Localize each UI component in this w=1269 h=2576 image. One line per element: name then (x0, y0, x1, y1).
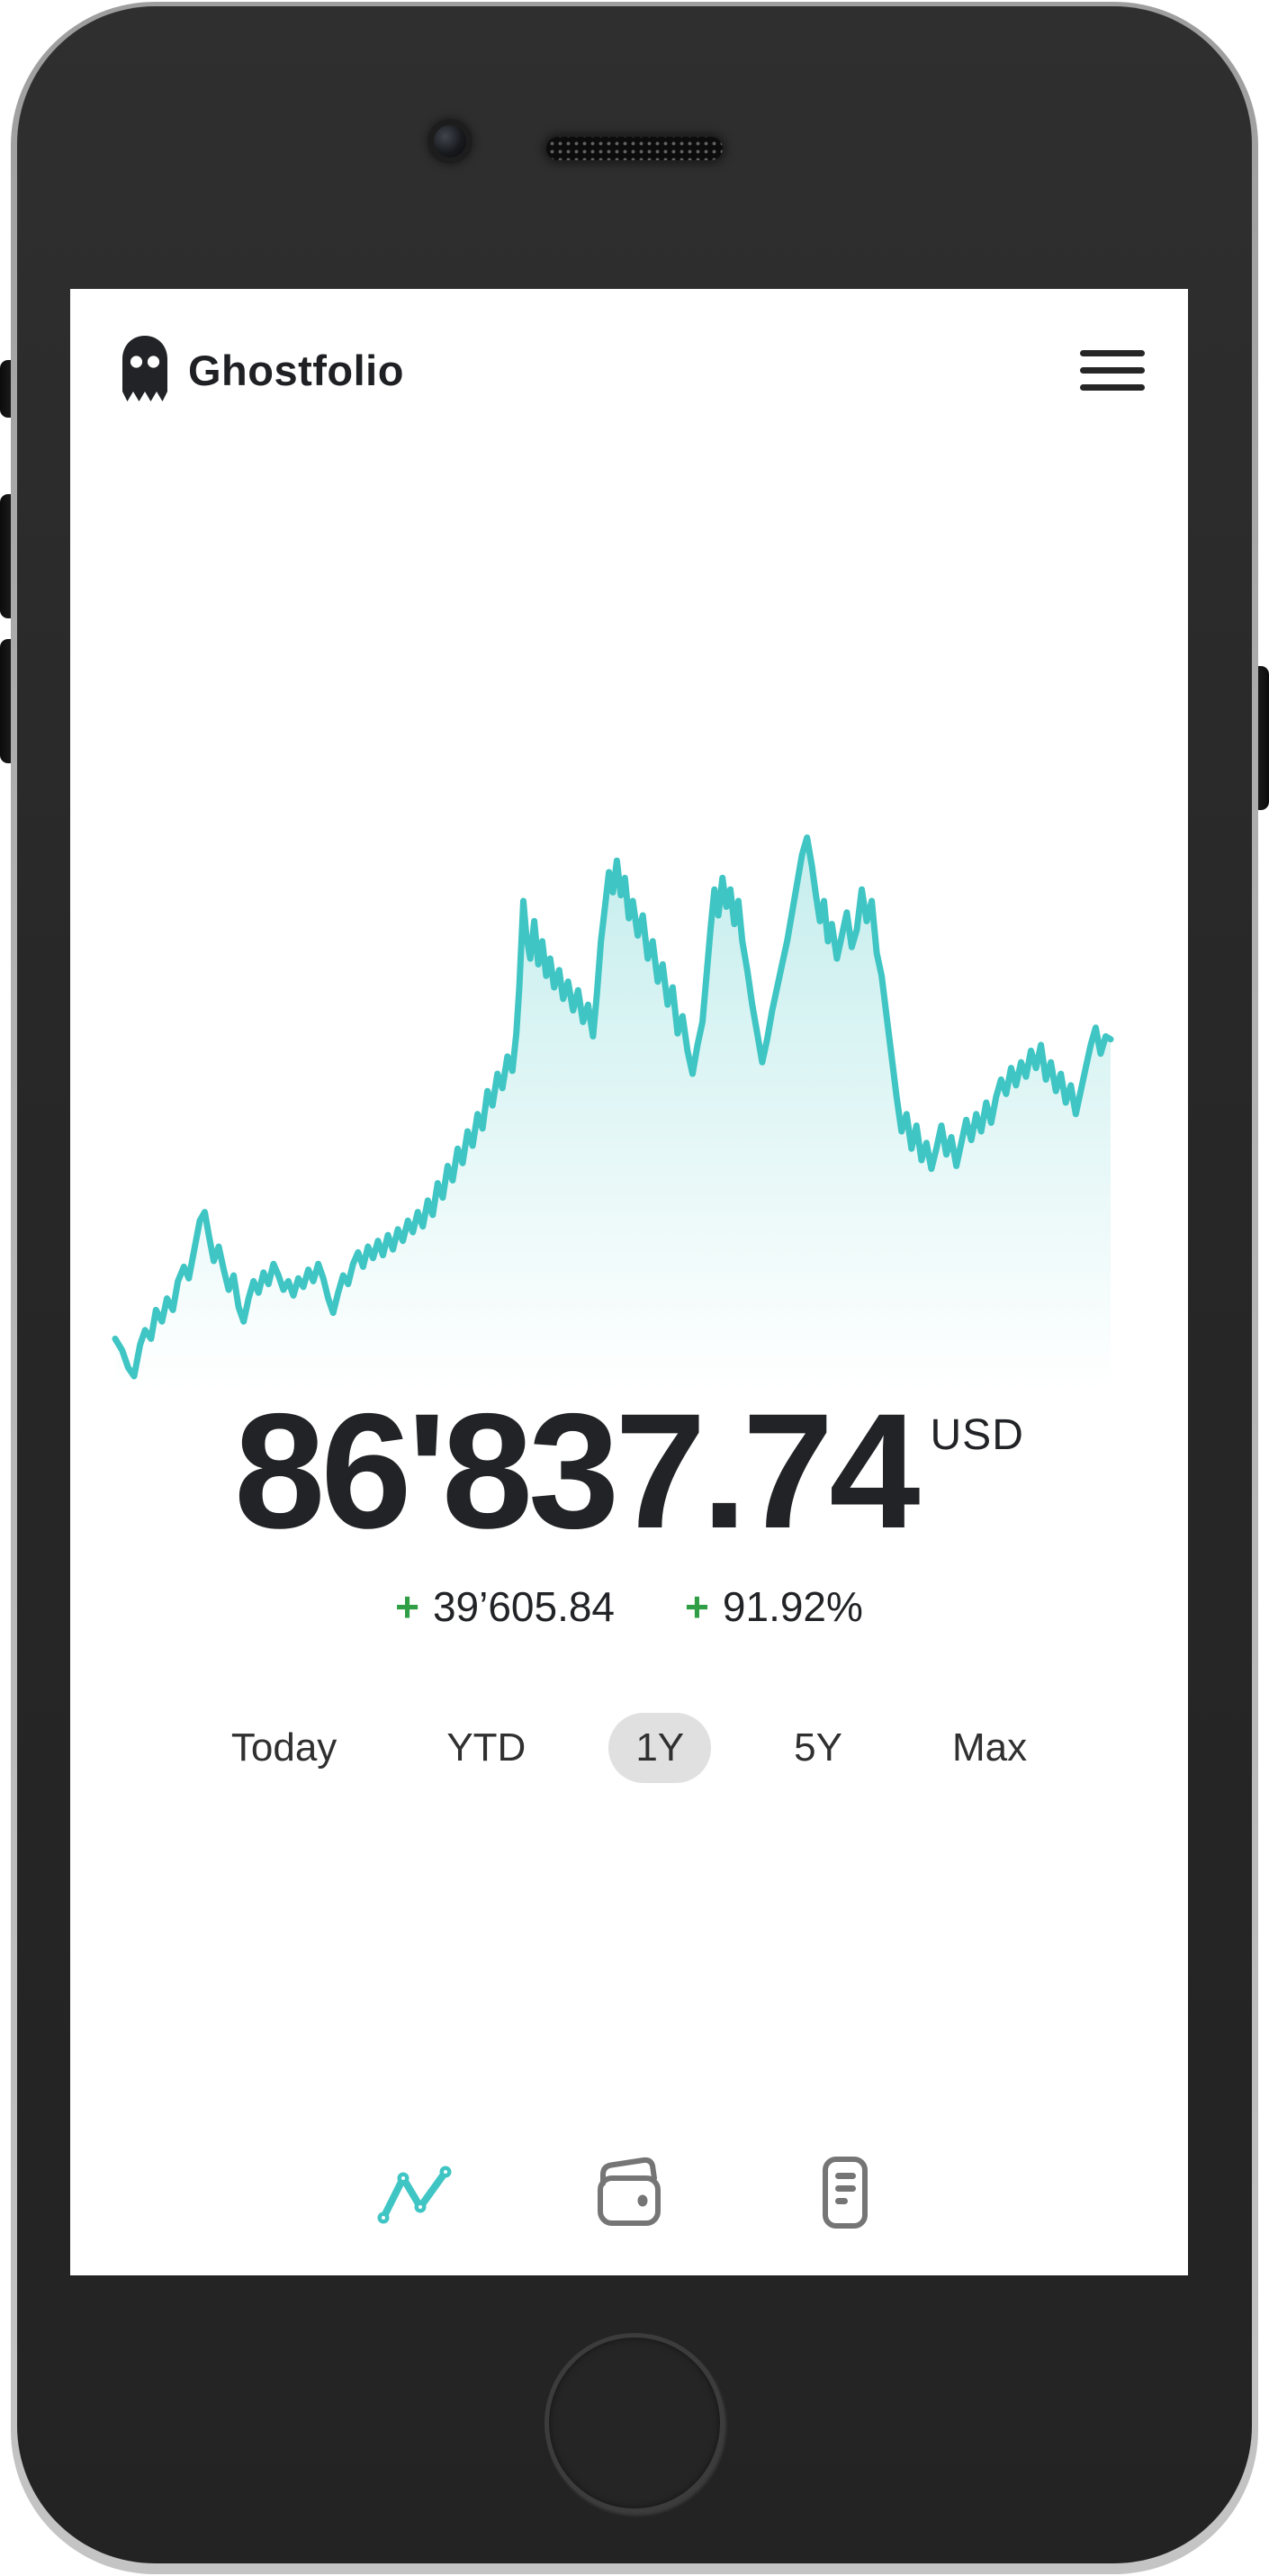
nav-performance[interactable] (376, 2155, 452, 2230)
range-today[interactable]: Today (204, 1713, 364, 1783)
wallet-icon (591, 2155, 667, 2230)
range-1y[interactable]: 1Y (608, 1713, 712, 1783)
date-range-selector: Today YTD 1Y 5Y Max (70, 1713, 1188, 1783)
currency-label: USD (930, 1411, 1024, 1459)
earpiece-speaker (546, 137, 723, 160)
app-screen: Ghostfolio (70, 289, 1188, 2275)
app-header: Ghostfolio (122, 325, 1145, 415)
change-percent: + 91.92% (685, 1582, 863, 1631)
home-button (544, 2333, 724, 2513)
page-title: Ghostfolio (188, 346, 404, 394)
portfolio-change-row: + 39’605.84 + 91.92% (70, 1582, 1188, 1631)
nav-transactions[interactable] (806, 2155, 882, 2230)
bottom-navigation (70, 2155, 1188, 2230)
change-absolute-value: 39’605.84 (432, 1583, 616, 1630)
range-5y[interactable]: 5Y (767, 1713, 869, 1783)
plus-sign-icon: + (685, 1583, 709, 1630)
phone-bezel: Ghostfolio (17, 6, 1252, 2563)
change-percent-value: 91.92% (722, 1583, 863, 1630)
transactions-document-icon (806, 2155, 882, 2230)
portfolio-total-value: 86'837.74 (234, 1379, 920, 1563)
change-absolute: + 39’605.84 (395, 1582, 615, 1631)
hamburger-menu-icon[interactable] (1080, 349, 1145, 391)
portfolio-value-row: 86'837.74 USD (70, 1389, 1188, 1553)
performance-chart (112, 815, 1114, 1391)
nav-accounts[interactable] (591, 2155, 667, 2230)
front-camera-icon (434, 125, 466, 158)
chart-area-fill (115, 837, 1111, 1391)
ghost-icon (122, 335, 168, 406)
range-max[interactable]: Max (925, 1713, 1054, 1783)
performance-line-chart-icon (376, 2155, 452, 2230)
phone-frame: Ghostfolio (11, 2, 1258, 2574)
chart-line (112, 834, 1114, 1380)
plus-sign-icon: + (395, 1583, 419, 1630)
range-ytd[interactable]: YTD (419, 1713, 553, 1783)
